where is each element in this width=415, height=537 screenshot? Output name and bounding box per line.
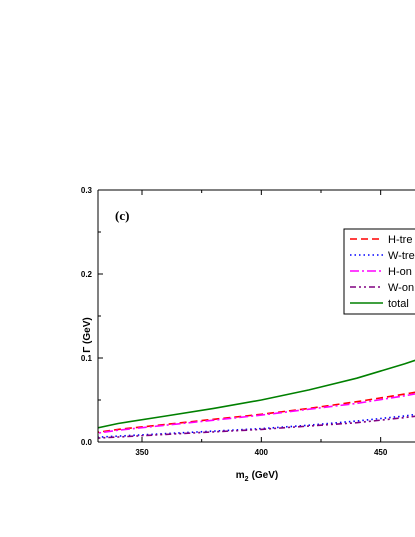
x-axis-title-subscript: 2 <box>245 476 249 483</box>
series-line-w-on <box>98 415 415 439</box>
series-line-total <box>98 359 415 429</box>
y-tick-label: 0.0 <box>81 438 93 447</box>
legend-label-w-on: W-on <box>388 282 414 294</box>
legend-label-total: total <box>388 298 409 310</box>
x-axis-title-main: m <box>236 470 245 481</box>
x-axis-title: m2 (GeV) <box>236 470 278 483</box>
x-tick-label: 450 <box>374 448 388 457</box>
x-tick-label: 350 <box>135 448 149 457</box>
legend-label-w-tre: W-tre <box>388 250 415 262</box>
panel-label: (c) <box>115 208 129 223</box>
y-tick-label: 0.1 <box>81 354 93 363</box>
legend-label-h-tre: H-tre <box>388 234 412 246</box>
y-tick-label: 0.2 <box>81 270 93 279</box>
legend-label-h-on: H-on <box>388 266 412 278</box>
series-line-h-on <box>98 393 415 434</box>
y-axis-title: Γ (GeV) <box>82 317 93 352</box>
x-tick-label: 400 <box>255 448 269 457</box>
x-axis-title-unit: (GeV) <box>252 470 279 481</box>
y-tick-label: 0.3 <box>81 186 93 195</box>
